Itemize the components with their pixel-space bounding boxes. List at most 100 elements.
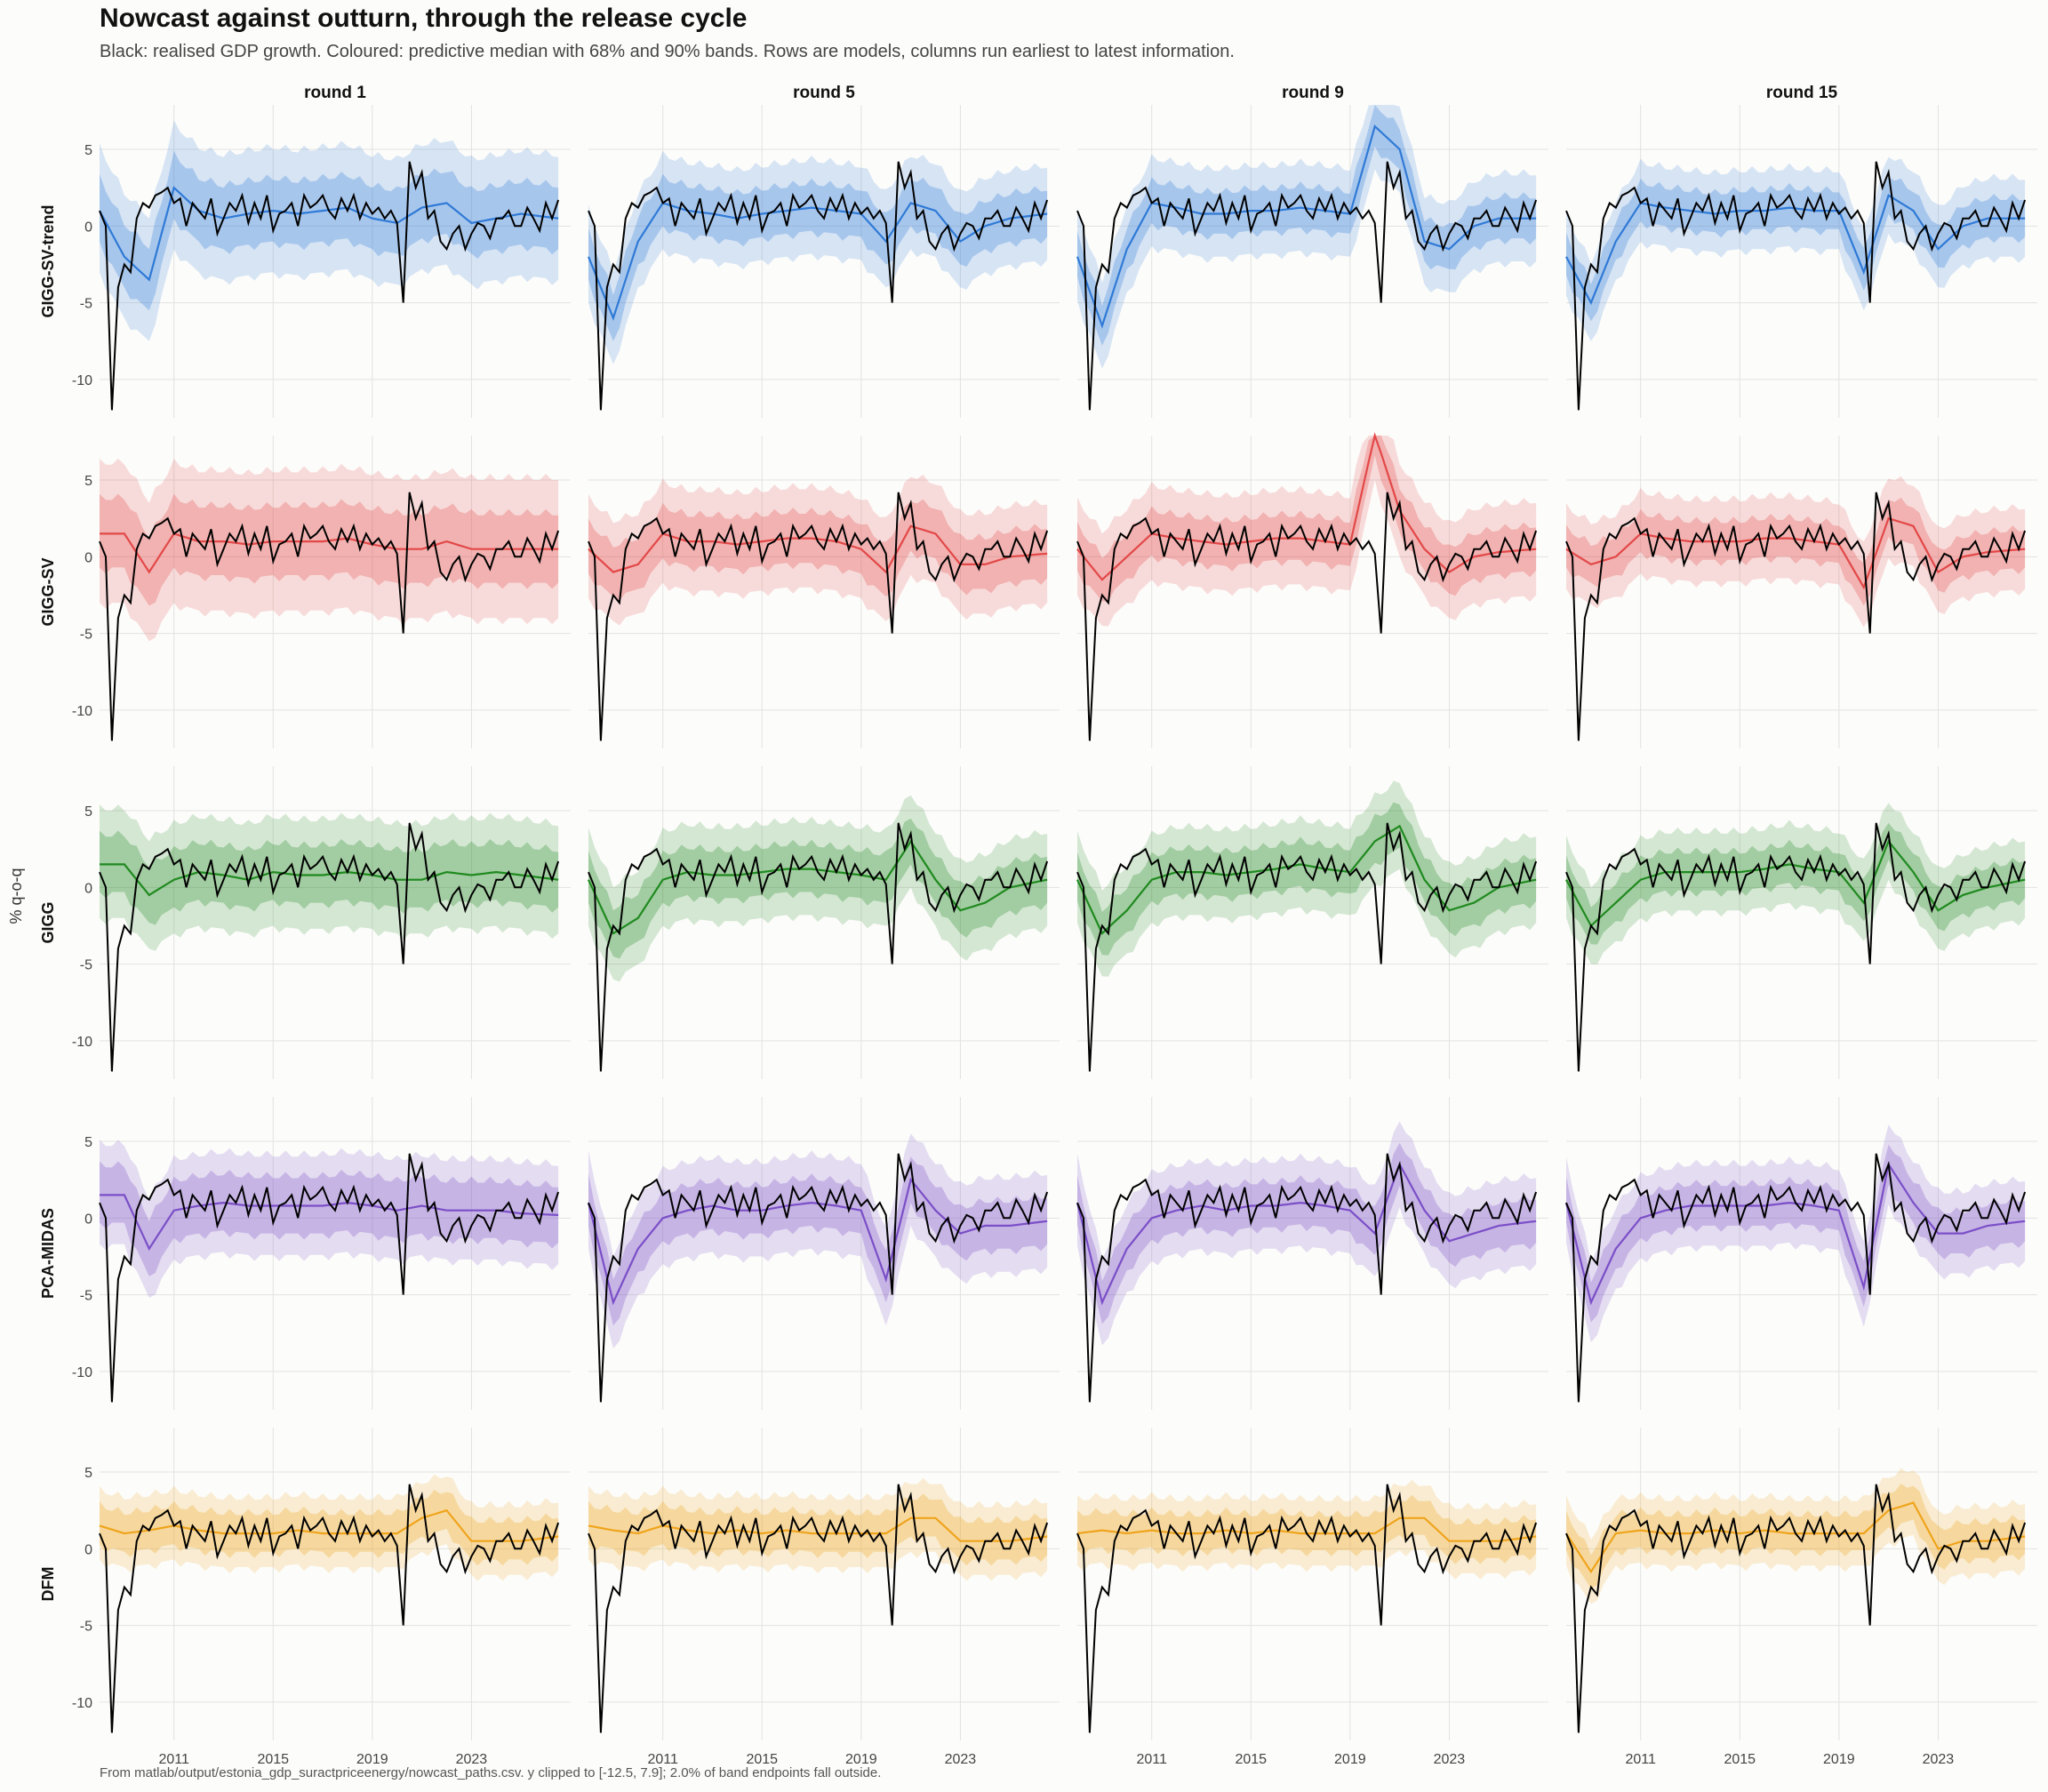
outturn-line: [1076, 822, 1538, 1072]
band-90: [1077, 1121, 1537, 1346]
y-axis-label: % q-o-q: [7, 868, 25, 924]
column-header: round 5: [793, 84, 855, 102]
x-tick-label: 2019: [845, 1752, 877, 1767]
y-tick-label: 0: [84, 1212, 92, 1227]
row-label: DFM: [39, 1567, 57, 1602]
facet-panel: [99, 1428, 571, 1740]
band-90: [1566, 803, 2026, 964]
x-tick-label: 2019: [356, 1752, 388, 1767]
median-line: [1076, 824, 1537, 935]
y-tick-label: 0: [84, 550, 92, 565]
facet-panel: [1076, 432, 1548, 748]
y-tick-label: 5: [84, 1466, 92, 1481]
outturn-line: [1076, 1484, 1538, 1733]
y-tick-label: -5: [80, 1620, 92, 1635]
x-tick-label: 2023: [1923, 1752, 1955, 1767]
band-90: [588, 150, 1048, 364]
facet-panel: [99, 766, 571, 1079]
y-tick-label: -5: [80, 628, 92, 643]
y-tick-label: -10: [72, 1365, 92, 1380]
facet-panel: [1565, 105, 2037, 418]
y-tick-label: 5: [84, 474, 92, 489]
facet-panel: [1564, 1097, 2037, 1410]
y-tick-label: 0: [84, 881, 92, 896]
outturn-line: [99, 492, 560, 741]
band-90: [100, 1474, 559, 1581]
band-90: [588, 1477, 1048, 1581]
outturn-line: [99, 1484, 560, 1733]
x-tick-label: 2015: [1235, 1752, 1267, 1767]
outturn-line: [588, 1484, 1049, 1733]
band-90: [100, 804, 559, 951]
band-68: [100, 493, 559, 606]
outturn-line: [99, 161, 560, 411]
band-68: [1077, 105, 1537, 346]
band-68: [1566, 1144, 2026, 1323]
y-tick-label: -10: [72, 704, 92, 719]
facet-panel: [1076, 1097, 1548, 1410]
band-68: [100, 1161, 559, 1276]
band-68: [1077, 1142, 1537, 1324]
facet-panel: [1076, 105, 1548, 418]
band-90: [1566, 156, 2026, 341]
y-tick-label: 0: [84, 1542, 92, 1557]
band-68: [588, 818, 1048, 959]
y-tick-label: 0: [84, 220, 92, 235]
outturn-line: [99, 822, 560, 1072]
y-tick-label: -5: [80, 1289, 92, 1304]
x-tick-label: 2015: [746, 1752, 778, 1767]
facet-panel: [1565, 766, 2037, 1079]
facet-panel: [99, 105, 571, 418]
band-90: [1077, 780, 1537, 977]
y-tick-label: -5: [80, 297, 92, 312]
x-tick-label: 2011: [1136, 1752, 1167, 1767]
column-header: round 9: [1282, 84, 1344, 102]
band-90: [1566, 1468, 2026, 1604]
band-68: [100, 830, 559, 925]
band-68: [100, 150, 559, 311]
outturn-line: [99, 1153, 560, 1403]
facet-panel: [587, 1097, 1060, 1410]
outturn-line: [1076, 161, 1538, 411]
median-line: [1565, 839, 2026, 928]
band-68: [1566, 1484, 2026, 1589]
chart-subtitle: Black: realised GDP growth. Coloured: pr…: [100, 42, 1235, 61]
y-tick-label: 5: [84, 143, 92, 158]
y-tick-label: -10: [72, 1035, 92, 1050]
column-header: round 15: [1766, 84, 1838, 102]
facet-panel: [588, 1428, 1060, 1740]
y-tick-label: 5: [84, 1135, 92, 1150]
x-tick-label: 2015: [257, 1752, 289, 1767]
outturn-line: [588, 1153, 1049, 1403]
row-label: GIGG-SV: [39, 557, 57, 626]
band-90: [1077, 105, 1537, 369]
band-68: [1077, 802, 1537, 956]
band-68: [1077, 1494, 1537, 1564]
band-90: [100, 1140, 559, 1298]
outturn-line: [1076, 1153, 1538, 1403]
y-tick-label: -5: [80, 958, 92, 973]
outturn-line: [1565, 1484, 2027, 1733]
row-label: GIGG-SV-trend: [39, 204, 57, 317]
band-90: [100, 120, 559, 341]
y-tick-label: 5: [84, 804, 92, 820]
y-tick-label: -10: [72, 373, 92, 388]
band-90: [588, 475, 1048, 626]
x-tick-label: 2011: [158, 1752, 189, 1767]
outturn-line: [588, 492, 1049, 741]
band-68: [588, 1156, 1048, 1326]
outturn-line: [1565, 822, 2027, 1072]
x-tick-label: 2015: [1724, 1752, 1756, 1767]
y-tick-label: -10: [72, 1696, 92, 1711]
band-90: [100, 458, 559, 642]
band-90: [1077, 1479, 1537, 1580]
x-tick-label: 2023: [456, 1752, 488, 1767]
x-tick-label: 2023: [945, 1752, 977, 1767]
band-68: [588, 499, 1048, 601]
outturn-line: [588, 161, 1049, 411]
band-68: [588, 1493, 1048, 1566]
band-90: [588, 1133, 1048, 1348]
x-tick-label: 2023: [1434, 1752, 1466, 1767]
chart-caption: From matlab/output/estonia_gdp_suractpri…: [100, 1765, 882, 1780]
